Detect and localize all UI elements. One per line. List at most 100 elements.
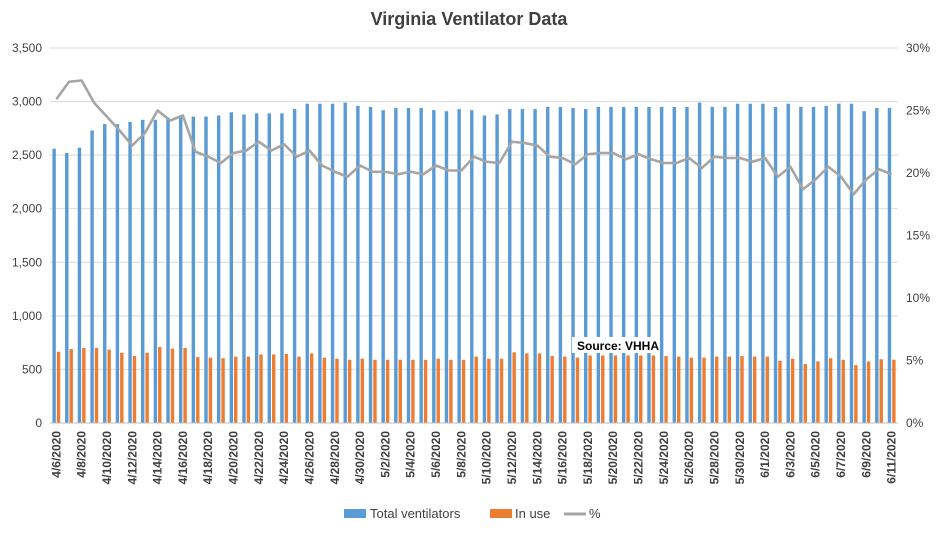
y-tick-label: 2,000 [12,202,42,216]
percent-line-series [55,79,893,196]
bar-total-ventilators [824,105,828,423]
bar-total-ventilators [318,103,322,423]
y-axis-right: 0% 5% 10% 15% 20% 25% 30% [906,41,930,430]
bar-total-ventilators [672,106,677,423]
x-tick-label: 5/28/2020 [707,431,721,485]
gridlines [50,47,898,424]
x-tick-label: 4/28/2020 [328,431,342,485]
x-tick-label: 5/2/2020 [378,431,392,478]
bar-total-ventilators [280,113,284,423]
bar-total-ventilators [811,106,816,423]
chart-title: Virginia Ventilator Data [371,9,569,29]
bar-in-use [360,358,365,423]
bar-total-ventilators [141,119,145,424]
y-tick-label: 2,500 [12,148,42,162]
x-tick-label: 4/18/2020 [201,431,215,485]
x-tick-label: 4/8/2020 [75,431,89,478]
bar-in-use [487,358,491,423]
bar-total-ventilators [330,103,335,423]
bar-in-use [740,356,744,423]
bar-in-use [778,360,782,423]
legend-swatch-in-use [490,509,512,518]
bar-total-ventilators [432,110,436,424]
bar-in-use [449,359,453,423]
x-tick-label: 6/11/2020 [885,431,899,484]
bar-total-ventilators [546,106,550,423]
bar-in-use [816,361,820,423]
bar-in-use [499,358,504,423]
x-tick-label: 5/14/2020 [530,431,544,485]
bar-total-ventilators [849,103,854,423]
bar-total-ventilators [685,106,689,423]
bar-total-ventilators [482,115,487,423]
bar-in-use [183,348,187,423]
annotation-background [572,337,658,353]
bar-in-use [575,357,580,423]
bar-total-ventilators [786,103,790,423]
y-tick-label: 3,500 [12,41,42,55]
y2-tick-label: 30% [906,41,930,55]
bar-in-use [196,357,200,423]
bar-in-use [702,357,706,423]
x-tick-label: 4/26/2020 [302,431,316,485]
bar-total-ventilators [647,106,651,423]
bar-total-ventilators [495,114,499,423]
x-tick-label: 6/3/2020 [783,431,797,478]
x-tick-label: 4/20/2020 [227,431,241,485]
bar-total-ventilators [305,103,309,423]
y2-tick-label: 0% [906,416,924,430]
bar-total-ventilators [90,130,94,423]
x-tick-label: 5/26/2020 [682,431,696,485]
bar-total-ventilators [533,109,537,424]
bar-total-ventilators [887,108,892,423]
bar-in-use [145,352,149,423]
bar-in-use [411,359,415,423]
bar-total-ventilators [191,116,196,424]
bar-in-use [790,358,795,423]
bar-total-ventilators [571,108,575,423]
y-tick-label: 1,500 [12,255,42,269]
bar-total-ventilators [381,110,385,424]
y-tick-label: 0 [35,416,42,430]
bar-in-use [335,358,339,423]
bar-in-use [373,359,377,423]
bar-total-ventilators [77,147,82,423]
x-tick-label: 4/24/2020 [277,431,291,485]
bar-total-ventilators [697,102,702,424]
in-use-bars [56,346,896,423]
bar-in-use [879,359,883,423]
bar-in-use [94,348,99,423]
bar-total-ventilators [799,106,803,423]
bar-total-ventilators [216,115,221,423]
x-tick-label: 5/12/2020 [505,431,519,485]
bar-total-ventilators [419,108,423,423]
bar-in-use [765,356,770,423]
bar-in-use [322,357,327,423]
legend-swatch-total-ventilators [344,509,366,518]
bar-in-use [132,356,137,423]
bar-in-use [158,346,162,423]
x-tick-label: 5/16/2020 [556,431,570,485]
bar-in-use [512,352,516,423]
bar-total-ventilators [621,106,626,423]
bar-total-ventilators [558,106,563,423]
bar-in-use [841,359,845,423]
bar-total-ventilators [204,116,208,424]
bar-in-use [423,359,428,423]
bar-in-use [752,356,757,423]
x-tick-label: 5/20/2020 [606,431,620,485]
bar-total-ventilators [65,153,69,423]
bar-total-ventilators [862,111,866,423]
y2-tick-label: 10% [906,291,930,305]
bar-in-use [69,349,73,423]
bar-total-ventilators [115,124,120,424]
bar-in-use [398,359,402,423]
x-tick-label: 4/14/2020 [151,431,165,485]
bar-in-use [550,356,554,423]
x-tick-label: 5/24/2020 [657,431,671,485]
bar-in-use [271,354,276,423]
bar-total-ventilators [735,103,740,423]
bar-total-ventilators [761,103,765,423]
